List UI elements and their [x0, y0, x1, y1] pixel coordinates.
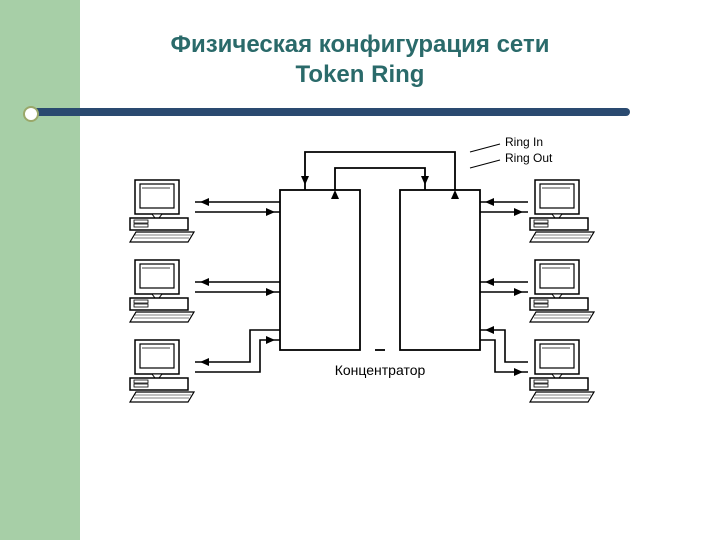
- computer-icon: [530, 180, 594, 242]
- arrow-icon: [514, 368, 523, 376]
- title-line-1: Физическая конфигурация сети: [0, 30, 720, 60]
- arrow-icon: [266, 208, 275, 216]
- computer-icon: [130, 340, 194, 402]
- computer-icon: [530, 340, 594, 402]
- arrow-icon: [200, 198, 209, 206]
- computer-icon: [530, 260, 594, 322]
- arrow-icon: [514, 208, 523, 216]
- arrow-icon: [421, 176, 429, 185]
- label-hub: Концентратор: [335, 362, 426, 378]
- arrow-icon: [266, 336, 275, 344]
- arrow-icon: [485, 278, 494, 286]
- computer-icon: [130, 260, 194, 322]
- hub-left: [280, 190, 360, 350]
- arrow-icon: [266, 288, 275, 296]
- title-underline-bar: [30, 108, 630, 116]
- title-line-2: Token Ring: [0, 60, 720, 90]
- hub-right: [400, 190, 480, 350]
- page-title: Физическая конфигурация сети Token Ring: [0, 30, 720, 90]
- computer-icon: [130, 180, 194, 242]
- arrow-icon: [200, 278, 209, 286]
- arrow-icon: [514, 288, 523, 296]
- arrow-icon: [485, 198, 494, 206]
- token-ring-diagram: Ring In Ring Out Концентратор: [100, 130, 620, 460]
- arrow-icon: [485, 326, 494, 334]
- label-ring-out: Ring Out: [505, 151, 553, 165]
- arrow-icon: [301, 176, 309, 185]
- label-ring-in: Ring In: [505, 135, 543, 149]
- title-underline-dot: [23, 106, 39, 122]
- arrow-icon: [200, 358, 209, 366]
